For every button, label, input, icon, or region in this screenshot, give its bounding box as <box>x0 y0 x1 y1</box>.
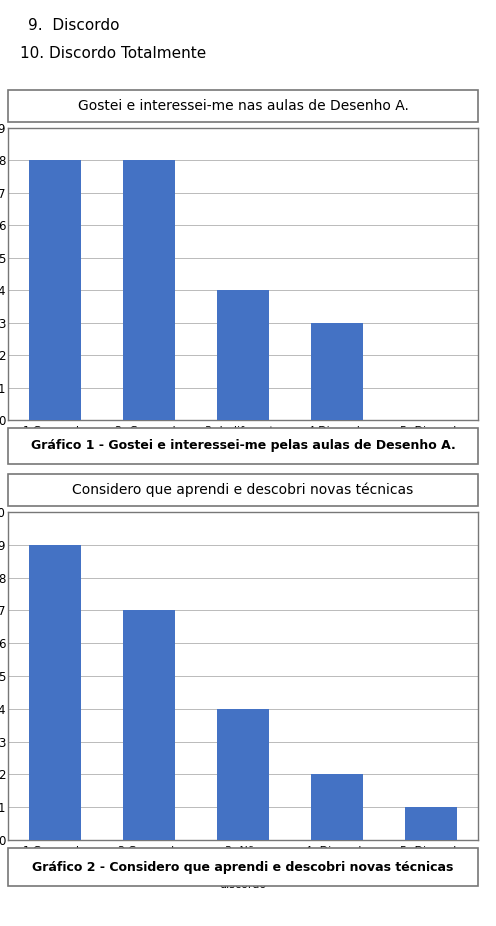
Bar <box>217 290 269 420</box>
Text: Gostei e interessei-me nas aulas de Desenho A.: Gostei e interessei-me nas aulas de Dese… <box>77 99 408 113</box>
Text: 9.  Discordo: 9. Discordo <box>28 18 120 33</box>
Text: Gráfico 2 - Considero que aprendi e descobri novas técnicas: Gráfico 2 - Considero que aprendi e desc… <box>32 860 454 873</box>
Bar <box>29 544 81 840</box>
Bar <box>123 610 175 840</box>
Bar <box>311 322 363 420</box>
Bar <box>217 708 269 840</box>
Bar <box>29 160 81 420</box>
Bar <box>311 774 363 840</box>
Bar <box>405 807 457 840</box>
Bar <box>123 160 175 420</box>
Text: 10. Discordo Totalmente: 10. Discordo Totalmente <box>20 46 206 61</box>
Text: Gráfico 1 - Gostei e interessei-me pelas aulas de Desenho A.: Gráfico 1 - Gostei e interessei-me pelas… <box>31 440 455 453</box>
Text: Considero que aprendi e descobri novas técnicas: Considero que aprendi e descobri novas t… <box>72 482 414 497</box>
